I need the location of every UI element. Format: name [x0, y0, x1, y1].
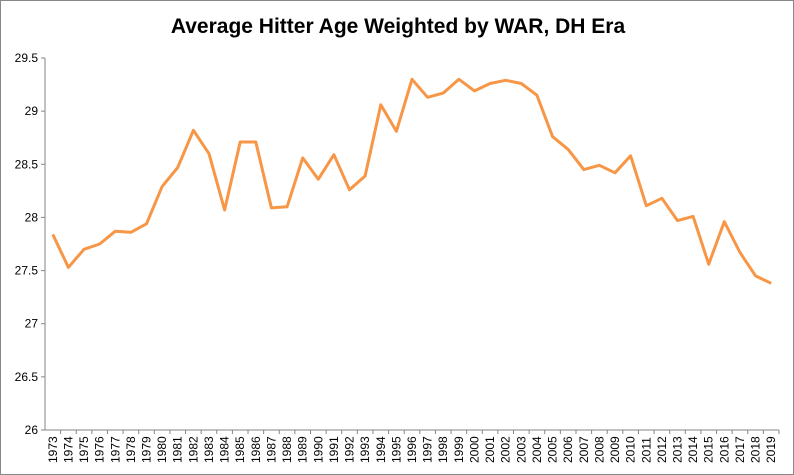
x-tick-label: 1973	[46, 436, 60, 463]
series-line	[51, 77, 772, 285]
x-tick-label: 2015	[702, 436, 716, 463]
x-tick-label: 1996	[405, 436, 419, 463]
y-tick-label: 28	[25, 210, 39, 224]
y-tick-label: 29	[25, 104, 39, 118]
x-tick-label: 1991	[327, 436, 341, 463]
y-tick-label: 26	[25, 423, 39, 437]
x-tick-label: 1983	[202, 436, 216, 463]
x-tick-label: 2002	[499, 436, 513, 463]
x-tick-label: 1995	[389, 436, 403, 463]
x-tick-label: 1982	[186, 436, 200, 463]
x-tick-label: 1986	[249, 436, 263, 463]
x-tick-label: 2014	[686, 436, 700, 463]
x-tick-label: 1994	[374, 436, 388, 463]
x-tick-label: 2019	[764, 436, 778, 463]
x-tick-label: 1976	[93, 436, 107, 463]
x-tick-label: 2011	[639, 437, 653, 463]
y-tick-label: 29.5	[15, 51, 39, 65]
x-tick-label: 1999	[452, 436, 466, 463]
x-tick-label: 1984	[218, 436, 232, 463]
y-tick-label: 26.5	[15, 370, 39, 384]
x-tick-label: 1978	[124, 436, 138, 463]
x-tick-label: 2003	[514, 436, 528, 463]
y-tick-label: 27	[25, 317, 39, 331]
x-tick-label: 1988	[280, 436, 294, 463]
x-tick-label: 2006	[561, 436, 575, 463]
x-tick-label: 2010	[624, 436, 638, 463]
x-tick-label: 2012	[655, 436, 669, 463]
x-tick-label: 1993	[358, 436, 372, 463]
x-tick-label: 2016	[717, 436, 731, 463]
y-tick-label: 28.5	[15, 157, 39, 171]
x-tick-label: 2001	[483, 436, 497, 463]
x-tick-label: 1990	[311, 436, 325, 463]
x-tick-label: 1997	[421, 436, 435, 463]
x-tick-label: 2009	[608, 436, 622, 463]
x-tick-label: 1989	[296, 436, 310, 463]
x-tick-label: 2005	[546, 436, 560, 463]
chart-title: Average Hitter Age Weighted by WAR, DH E…	[170, 15, 626, 38]
x-tick-label: 2000	[467, 436, 481, 463]
x-tick-label: 1981	[171, 436, 185, 463]
x-tick-label: 2018	[749, 436, 763, 463]
x-tick-label: 1985	[233, 436, 247, 463]
x-tick-label: 2007	[577, 436, 591, 463]
x-tick-label: 1974	[61, 436, 75, 463]
x-tick-label: 1992	[343, 436, 357, 463]
x-tick-label: 2017	[733, 436, 747, 463]
x-tick-label: 1987	[264, 436, 278, 463]
x-tick-label: 1979	[140, 436, 154, 463]
x-tick-label: 2008	[592, 436, 606, 463]
x-tick-label: 1975	[77, 436, 91, 463]
x-tick-label: 2004	[530, 436, 544, 463]
y-tick-label: 27.5	[15, 264, 39, 278]
x-tick-label: 1980	[155, 436, 169, 463]
x-tick-label: 1998	[436, 436, 450, 463]
x-tick-label: 2013	[670, 436, 684, 463]
x-tick-label: 1977	[108, 436, 122, 463]
